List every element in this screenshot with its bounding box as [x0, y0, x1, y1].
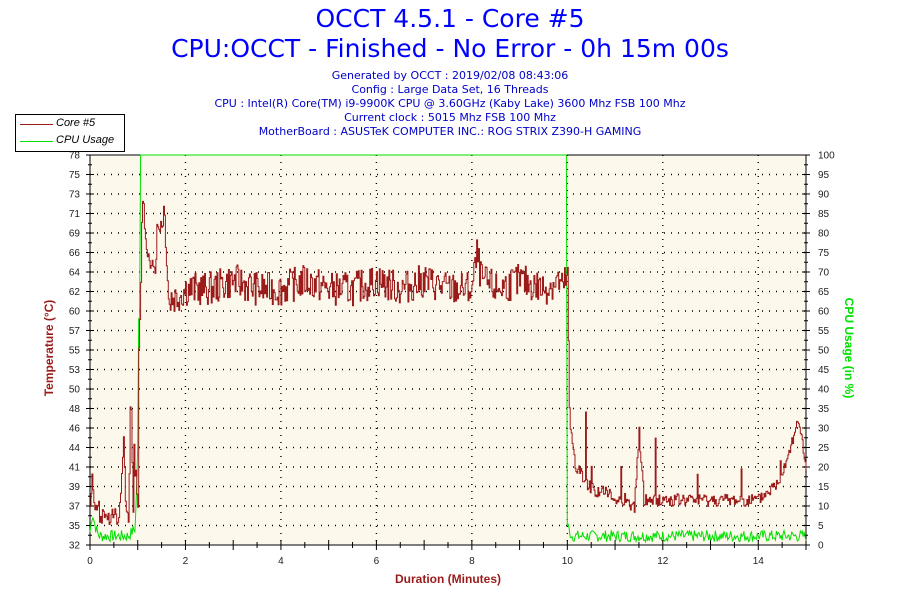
y-tick-label-left: 62 — [69, 287, 81, 298]
info-clock: Current clock : 5015 Mhz FSB 100 Mhz — [344, 111, 556, 124]
info-config: Config : Large Data Set, 16 Threads — [351, 83, 549, 96]
y-tick-label-left: 75 — [69, 170, 81, 181]
y-tick-label-left: 55 — [69, 346, 81, 357]
y-tick-label-right: 45 — [818, 365, 830, 376]
y-tick-label-left: 32 — [69, 541, 81, 552]
y-tick-label-left: 57 — [69, 326, 81, 337]
x-tick-label: 0 — [87, 556, 93, 567]
x-tick-label: 12 — [657, 556, 669, 567]
core5-temperature-line — [90, 200, 807, 525]
legend: Core #5 CPU Usage — [15, 114, 125, 152]
chart-title: OCCT 4.5.1 - Core #5 — [315, 4, 585, 33]
y-tick-label-left: 78 — [69, 151, 81, 162]
y-tick-label-right: 5 — [818, 521, 824, 532]
y-axis-title-right: CPU Usage (in %) — [842, 298, 856, 399]
x-tick-label: 2 — [183, 556, 189, 567]
x-tick-label: 6 — [374, 556, 380, 567]
cpu-usage-line — [89, 154, 807, 544]
legend-item-core5: Core #5 — [16, 117, 124, 131]
chart-subtitle: CPU:OCCT - Finished - No Error - 0h 15m … — [171, 34, 729, 63]
x-tick-label: 14 — [753, 556, 765, 567]
x-tick-label: 10 — [562, 556, 574, 567]
y-tick-label-right: 25 — [818, 443, 830, 454]
y-tick-label-right: 15 — [818, 482, 830, 493]
x-tick-label: 4 — [278, 556, 284, 567]
y-axis-title-left: Temperature (°C) — [42, 300, 56, 397]
legend-swatch-core5 — [20, 124, 53, 125]
y-tick-label-left: 35 — [69, 521, 81, 532]
y-tick-label-right: 90 — [818, 190, 830, 201]
y-tick-label-right: 70 — [818, 268, 830, 279]
legend-swatch-cpu-usage — [20, 141, 53, 142]
y-tick-label-right: 0 — [818, 541, 824, 552]
legend-label: Core #5 — [56, 117, 96, 129]
y-tick-label-left: 64 — [69, 268, 81, 279]
y-tick-label-left: 44 — [69, 443, 81, 454]
y-tick-label-left: 69 — [69, 229, 81, 240]
y-tick-label-left: 53 — [69, 365, 81, 376]
legend-label: CPU Usage — [56, 134, 115, 146]
info-cpu: CPU : Intel(R) Core(TM) i9-9900K CPU @ 3… — [214, 97, 686, 110]
y-tick-label-right: 100 — [818, 151, 835, 162]
y-tick-label-right: 80 — [818, 229, 830, 240]
y-tick-label-left: 46 — [69, 424, 81, 435]
y-tick-label-right: 30 — [818, 424, 830, 435]
y-tick-label-left: 41 — [69, 463, 81, 474]
y-tick-label-right: 60 — [818, 307, 830, 318]
y-tick-label-left: 73 — [69, 190, 81, 201]
y-tick-label-right: 40 — [818, 385, 830, 396]
y-tick-label-right: 95 — [818, 170, 830, 181]
y-tick-label-left: 37 — [69, 502, 81, 513]
y-tick-label-right: 75 — [818, 248, 830, 259]
y-tick-label-right: 20 — [818, 463, 830, 474]
y-tick-label-left: 48 — [69, 404, 81, 415]
y-tick-label-left: 39 — [69, 482, 81, 493]
y-tick-label-right: 85 — [818, 209, 830, 220]
y-tick-label-right: 50 — [818, 346, 830, 357]
y-tick-label-left: 60 — [69, 307, 81, 318]
x-tick-label: 8 — [469, 556, 475, 567]
info-motherboard: MotherBoard : ASUSTeK COMPUTER INC.: ROG… — [258, 125, 642, 138]
y-tick-label-right: 65 — [818, 287, 830, 298]
y-tick-label-left: 66 — [69, 248, 81, 259]
legend-item-cpu-usage: CPU Usage — [16, 134, 124, 148]
y-tick-label-left: 71 — [69, 209, 81, 220]
info-generated: Generated by OCCT : 2019/02/08 08:43:06 — [331, 69, 569, 82]
x-axis-title: Duration (Minutes) — [395, 572, 501, 586]
y-tick-label-right: 35 — [818, 404, 830, 415]
y-tick-label-right: 10 — [818, 502, 830, 513]
y-tick-label-right: 55 — [818, 326, 830, 337]
y-tick-label-left: 50 — [69, 385, 81, 396]
